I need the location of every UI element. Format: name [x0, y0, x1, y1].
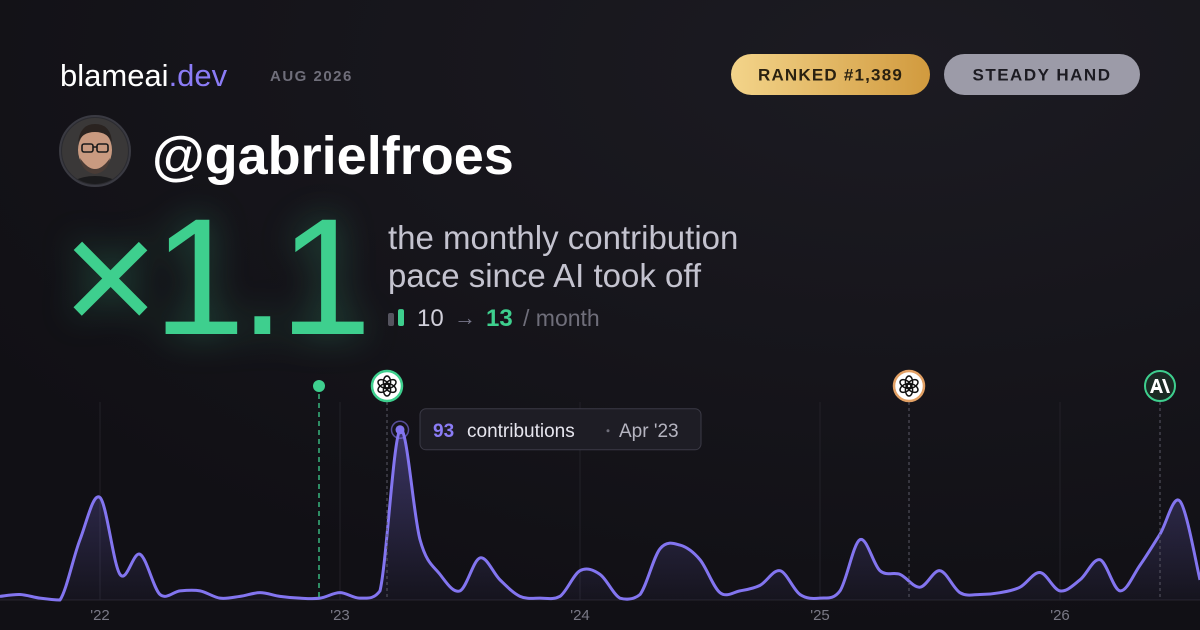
line — [0, 428, 1200, 602]
anthropic-icon — [1144, 370, 1176, 402]
pace-after: 13 — [486, 305, 513, 332]
pace-bar-after — [398, 309, 404, 326]
event-dot — [313, 380, 325, 392]
tooltip-label: contributions — [467, 421, 575, 442]
x-tick-label: '26 — [1050, 607, 1070, 624]
pace-arrow: → — [454, 305, 476, 330]
style-badge — [944, 54, 1140, 95]
avatar — [59, 115, 131, 187]
subtitle-line: the monthly contribution — [388, 219, 738, 256]
handle: @gabrielfroes — [152, 126, 514, 186]
x-tick-label: '25 — [810, 607, 830, 624]
tooltip-value: 93 — [433, 421, 454, 442]
tooltip: 93 contributions Apr '23 — [390, 408, 702, 451]
openai-icon — [892, 369, 926, 403]
pace-bar-before — [388, 313, 394, 326]
x-tick-label: '23 — [330, 607, 350, 624]
openai-icon — [370, 369, 404, 403]
x-tick-label: '24 — [570, 607, 590, 624]
date: AUG 2026 — [270, 68, 353, 85]
brand-suffix: .dev — [169, 58, 228, 93]
brand-name: blameai — [60, 58, 169, 93]
tooltip-separator — [606, 429, 610, 433]
pace-unit: / month — [523, 305, 600, 331]
subtitle-line: pace since AI took off — [388, 257, 702, 294]
peak-halo — [390, 420, 410, 440]
multiplier: ×1.1 — [62, 185, 366, 370]
event-markers — [313, 369, 1176, 600]
chart: '22 '23 '24 '25 '26 — [0, 402, 1200, 624]
tooltip-date: Apr '23 — [619, 421, 679, 442]
area — [0, 429, 1200, 600]
peak-point — [395, 425, 405, 435]
brand: blameai.dev — [60, 58, 228, 93]
pace-before: 10 — [417, 305, 444, 332]
style-badge-text: STEADY HAND — [973, 66, 1112, 85]
x-tick-label: '22 — [90, 607, 110, 624]
rank-badge — [731, 54, 930, 95]
rank-badge-text: RANKED #1,389 — [758, 66, 903, 85]
pace: 10 → 13 / month — [388, 305, 600, 332]
tooltip-box — [419, 408, 702, 451]
